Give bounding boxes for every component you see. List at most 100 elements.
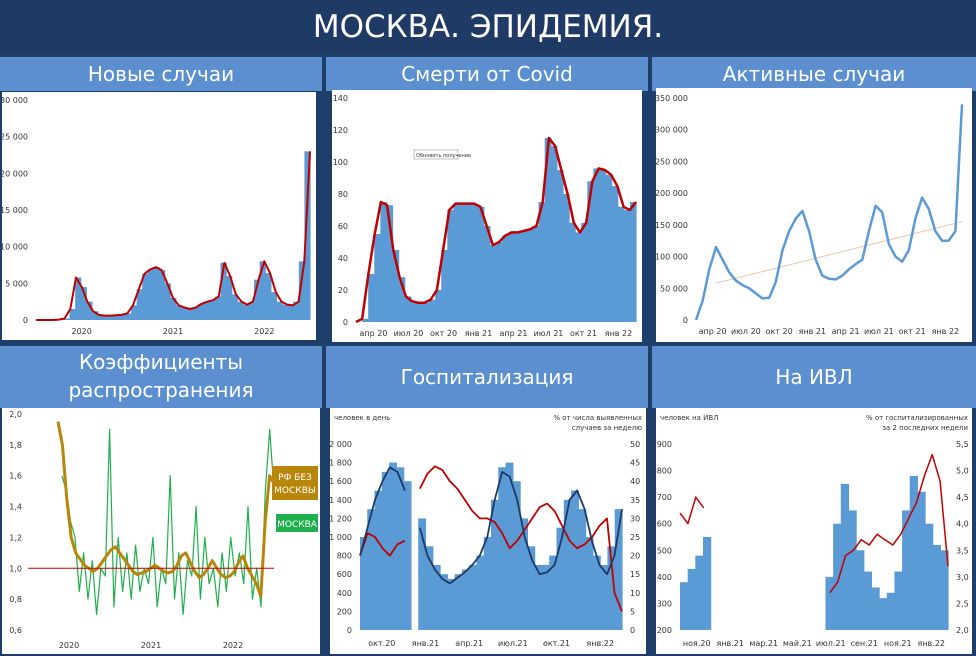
vent-bar: [917, 491, 926, 630]
hosp-bar: [374, 490, 383, 630]
hosp-bar: [432, 564, 441, 630]
new-cases-bar: [142, 273, 149, 320]
deaths-bar: [496, 242, 503, 322]
vent-share-line: [829, 453, 949, 594]
active-line: [694, 104, 964, 321]
new-cases-y-tick-label: 10 000: [2, 243, 28, 252]
deaths-y-tick-label: 60: [338, 222, 348, 231]
vent-y2-tick-label: 5,0: [956, 467, 969, 476]
hosp-bar: [461, 569, 470, 630]
active-y-tick-label: 0: [683, 316, 688, 325]
deaths-y-tick-label: 140: [333, 94, 348, 103]
new-cases-bar: [198, 303, 205, 320]
hosp-x-tick-label: окт.20: [368, 639, 395, 648]
new-cases-bar: [220, 262, 227, 320]
deaths-bar: [520, 230, 528, 322]
coef-x-tick-label: 2021: [141, 641, 161, 650]
hosp-bar: [512, 481, 521, 630]
active-y-tick-label: 350 000: [656, 94, 688, 103]
hosp-bar: [396, 467, 405, 630]
deaths-bar: [429, 299, 436, 322]
deaths-bar: [581, 222, 588, 322]
deaths-bar: [605, 174, 613, 322]
hosp-y2-tick-label: 30: [630, 514, 640, 523]
deaths-bar: [404, 296, 412, 322]
deaths-bar: [532, 226, 540, 322]
vent-bar: [825, 576, 834, 630]
vent-bar: [863, 571, 873, 630]
deaths-x-tick-label: апр 21: [500, 329, 528, 338]
new-cases-line: [36, 151, 311, 321]
new-cases-bar: [80, 287, 87, 320]
vent-x-tick-label: ноя.20: [683, 639, 711, 648]
hosp-avg-line: [359, 466, 406, 556]
hosp-bar: [607, 546, 616, 630]
deaths-bar: [526, 229, 534, 322]
hosp-bar: [578, 509, 587, 630]
hosp-bar: [571, 490, 579, 630]
new-cases-bar: [119, 314, 127, 320]
active-y-tick-label: 300 000: [656, 126, 688, 135]
deaths-y-tick-label: 80: [338, 190, 348, 199]
deaths-x-tick-label: июл 21: [534, 329, 564, 338]
new-cases-bar: [248, 301, 255, 320]
hosp-ylabel-right: случаев за неделю: [572, 424, 642, 432]
new-cases-bar: [103, 315, 110, 320]
hosp-bar: [549, 555, 558, 630]
chart-new-cases: 30 000 25 000 20 000 15 000 10 000 5 000 0 2020…: [2, 92, 316, 340]
vent-y2-tick-label: 2,0: [956, 626, 969, 635]
hosp-bar: [469, 564, 478, 630]
hosp-bar: [360, 537, 368, 630]
coef-legend-russia-box: [272, 466, 318, 500]
deaths-bar: [502, 235, 509, 322]
new-cases-y-tick-label: 25 000: [2, 133, 28, 142]
hosp-y-tick-label: 200: [337, 607, 352, 616]
hosp-ylabel: человек в день: [334, 414, 390, 422]
hosp-avg-line: [419, 471, 623, 585]
hosp-ylabel-right: % от числа выявленных: [553, 414, 642, 422]
deaths-bar: [392, 250, 400, 322]
vent-x-tick-label: ноя.21: [884, 639, 912, 648]
new-cases-bar: [131, 305, 138, 320]
vent-bar: [886, 592, 895, 630]
new-cases-y-tick-label: 5 000: [5, 279, 28, 288]
new-cases-y-tick-label: 30 000: [2, 96, 28, 105]
deaths-x-tick-label: окт 20: [430, 329, 457, 338]
chart-hospital: человек в день % от числа выявленных случа…: [330, 408, 646, 654]
vent-y-tick-label: 700: [657, 493, 672, 502]
hosp-y2-tick-label: 40: [630, 477, 640, 486]
vent-bar: [902, 510, 911, 630]
new-cases-bar: [136, 289, 143, 320]
vent-y-tick-label: 200: [657, 626, 672, 635]
vent-x-tick-label: янв.21: [717, 639, 744, 648]
new-cases-x-tick-label: 2021: [163, 327, 183, 336]
new-cases-bar: [293, 301, 300, 320]
deaths-bar: [562, 194, 570, 322]
hosp-y2-tick-label: 45: [630, 459, 640, 468]
panel-title-coefficients: Коэффициенты распространения: [0, 346, 322, 408]
deaths-bar: [514, 232, 521, 322]
active-y-tick-label: 100 000: [656, 253, 688, 262]
active-x-tick-label: янв 21: [799, 327, 826, 336]
new-cases-bar: [265, 273, 272, 320]
active-x-tick-label: окт 21: [899, 327, 926, 336]
hosp-x-tick-label: окт.21: [543, 639, 570, 648]
hosp-y-tick-label: 1 400: [330, 496, 352, 505]
vent-bar: [894, 571, 903, 630]
hosp-bar: [556, 527, 565, 630]
vent-x-tick-label: сен.21: [851, 639, 878, 648]
hosp-x-tick-label: июл.21: [498, 639, 528, 648]
new-cases-bar: [181, 307, 188, 320]
vent-bar: [695, 555, 704, 630]
coef-y-tick-label: 1,8: [9, 441, 22, 450]
vent-y-tick-label: 800: [657, 467, 672, 476]
new-cases-bar: [114, 315, 121, 320]
deaths-bar: [362, 318, 369, 322]
hosp-y2-tick-label: 10: [630, 589, 640, 598]
hosp-bar: [418, 518, 427, 630]
deaths-bar: [447, 210, 454, 322]
new-cases-x-tick-label: 2022: [254, 327, 274, 336]
deaths-bar: [380, 202, 388, 322]
deaths-y-tick-label: 40: [338, 254, 348, 263]
deaths-bar: [453, 203, 461, 322]
